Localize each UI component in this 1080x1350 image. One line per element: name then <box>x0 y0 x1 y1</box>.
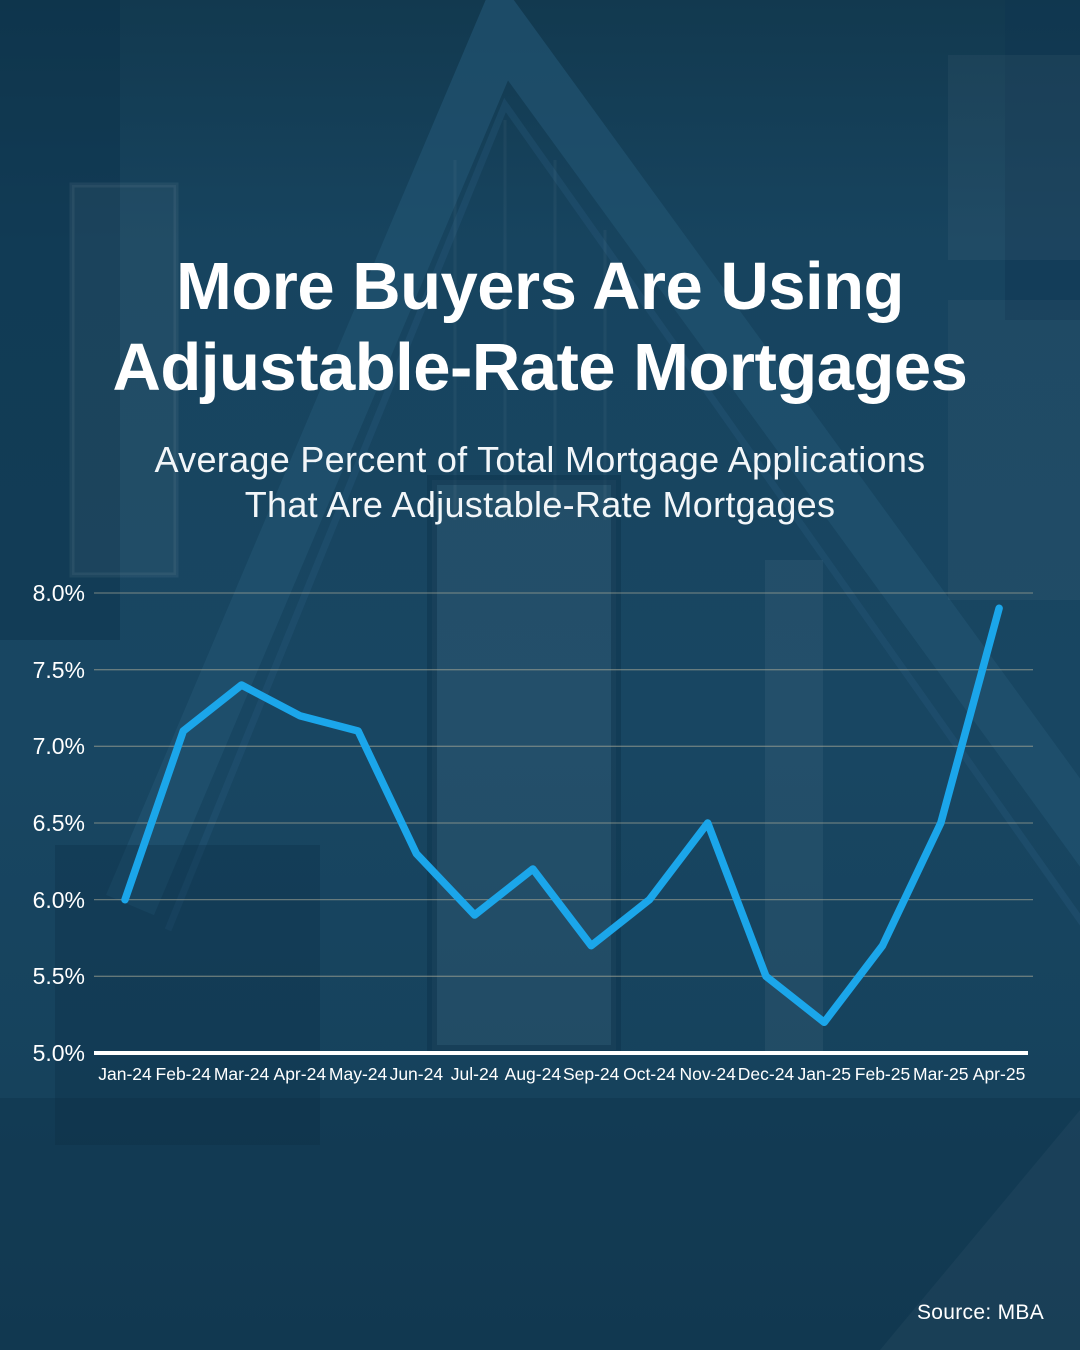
x-axis-month-label: Feb-24 <box>155 1064 211 1084</box>
source-credit: Source: MBA <box>916 1301 1044 1324</box>
y-axis-tick-label: 7.0% <box>32 733 85 760</box>
y-axis-tick-label: 6.5% <box>32 809 85 836</box>
x-axis-month-label: Mar-25 <box>913 1064 969 1084</box>
y-axis-tick-label: 7.5% <box>32 656 85 683</box>
x-axis-month-label: Apr-24 <box>273 1064 327 1084</box>
x-axis-month-label: Jan-25 <box>797 1064 851 1084</box>
x-axis-month-label: Oct-24 <box>623 1064 676 1084</box>
page-title: More Buyers Are Using Adjustable-Rate Mo… <box>0 246 1080 408</box>
x-axis-month-label: Jan-24 <box>98 1064 152 1084</box>
x-axis-month-label: Sep-24 <box>562 1064 620 1084</box>
y-axis-tick-label: 8.0% <box>32 580 85 606</box>
y-axis-tick-label: 6.0% <box>32 886 85 913</box>
y-axis-tick-label: 5.0% <box>32 1039 85 1066</box>
x-axis-month-label: Nov-24 <box>679 1064 736 1084</box>
x-axis-month-label: Jul-24 <box>450 1064 499 1084</box>
x-axis-month-label: May-24 <box>328 1064 388 1084</box>
arm-share-trend-line <box>121 604 1003 1027</box>
chart-subtitle-line-1: Average Percent of Total Mortgage Applic… <box>154 439 926 480</box>
x-axis-month-label: Mar-24 <box>213 1064 270 1084</box>
x-axis-month-label: Jun-24 <box>389 1064 444 1084</box>
x-axis-month-label: Apr-25 <box>972 1064 1026 1084</box>
page-title-line-2: Adjustable-Rate Mortgages <box>112 330 968 405</box>
x-axis-month-label: Dec-24 <box>737 1064 795 1084</box>
chart-subtitle: Average Percent of Total Mortgage Applic… <box>0 437 1080 527</box>
chart-subtitle-line-2: That Are Adjustable-Rate Mortgages <box>244 484 836 525</box>
x-axis-month-label: Feb-25 <box>854 1064 911 1084</box>
page-title-line-1: More Buyers Are Using <box>176 249 904 324</box>
x-axis-month-label: Aug-24 <box>504 1064 562 1084</box>
y-axis-tick-label: 5.5% <box>32 963 85 990</box>
